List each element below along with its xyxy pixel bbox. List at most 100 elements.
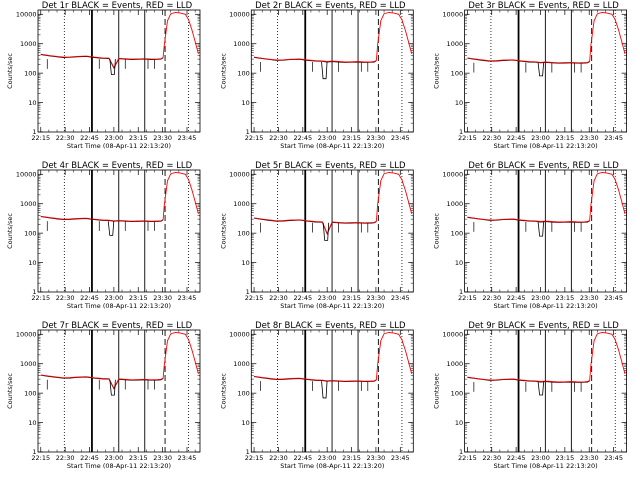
x-tick-label: 22:30: [482, 454, 501, 462]
series-lld-line: [467, 172, 626, 223]
x-tick-label: 23:00: [318, 294, 337, 302]
x-tick-label: 22:30: [269, 294, 288, 302]
panel-title: Det 2r BLACK = Events, RED = LLD: [255, 1, 406, 11]
x-tick-label: 22:45: [507, 454, 526, 462]
y-tick-label: 1000: [447, 200, 464, 208]
x-tick-label: 23:15: [555, 294, 574, 302]
x-tick-label: 22:15: [458, 454, 477, 462]
x-tick-label: 22:15: [458, 294, 477, 302]
y-tick-label: 10: [242, 259, 250, 267]
x-tick-label: 23:00: [318, 454, 337, 462]
x-tick-label: 23:15: [129, 294, 148, 302]
y-tick-label: 10: [455, 259, 463, 267]
x-tick-label: 23:45: [604, 134, 623, 142]
x-tick-label: 23:15: [129, 454, 148, 462]
y-tick-label: 100: [24, 229, 36, 237]
event-dip: [321, 61, 328, 80]
y-tick-label: 10000: [442, 170, 463, 178]
x-tick-label: 23:30: [153, 294, 172, 302]
x-tick-label: 23:45: [391, 454, 410, 462]
x-axis-label: Start Time (08-Apr-11 22:13:20): [280, 462, 384, 470]
y-tick-label: 1: [459, 448, 463, 456]
panel-det-8: Det 8r BLACK = Events, RED = LLD 1 10 100 10…: [219, 321, 414, 470]
x-tick-label: 22:45: [293, 294, 312, 302]
panel-det-9: Det 9r BLACK = Events, RED = LLD 1 10 100 10…: [433, 321, 628, 470]
x-tick-label: 23:15: [555, 454, 574, 462]
y-axis-label: Counts/sec: [6, 213, 14, 249]
y-tick-label: 10000: [229, 10, 250, 18]
x-tick-label: 23:30: [580, 454, 599, 462]
x-tick-label: 22:45: [80, 294, 99, 302]
y-tick-label: 100: [451, 389, 463, 397]
panel-title: Det 6r BLACK = Events, RED = LLD: [468, 161, 619, 171]
x-tick-label: 23:45: [178, 454, 197, 462]
y-axis-label: Counts/sec: [219, 53, 227, 89]
x-tick-label: 23:00: [531, 134, 550, 142]
event-dip: [107, 221, 115, 236]
y-tick-label: 1000: [20, 40, 37, 48]
y-tick-label: 1000: [447, 40, 464, 48]
panel-title: Det 5r BLACK = Events, RED = LLD: [255, 161, 406, 171]
x-tick-label: 23:45: [178, 134, 197, 142]
x-tick-label: 23:45: [178, 294, 197, 302]
x-tick-label: 23:15: [129, 134, 148, 142]
x-tick-label: 22:45: [80, 134, 99, 142]
y-axis-label: Counts/sec: [6, 373, 14, 409]
panel-det-3: Det 3r BLACK = Events, RED = LLD 1 10 100 10…: [433, 1, 628, 150]
x-tick-label: 23:30: [367, 134, 386, 142]
event-dip: [109, 379, 116, 396]
event-dip: [321, 381, 328, 399]
event-dip: [322, 222, 330, 241]
y-tick-label: 10: [28, 419, 36, 427]
series-lld-line: [40, 332, 199, 390]
x-tick-label: 22:15: [31, 134, 50, 142]
y-tick-label: 1000: [233, 40, 250, 48]
panel-title: Det 8r BLACK = Events, RED = LLD: [255, 321, 406, 331]
x-tick-label: 23:00: [318, 134, 337, 142]
x-tick-label: 22:30: [482, 294, 501, 302]
y-tick-label: 10000: [16, 330, 37, 338]
y-axis-label: Counts/sec: [219, 213, 227, 249]
series-lld-line: [254, 12, 413, 63]
x-tick-label: 23:45: [604, 294, 623, 302]
series-lld-line: [40, 12, 199, 69]
x-tick-label: 23:00: [105, 454, 124, 462]
panel-title: Det 3r BLACK = Events, RED = LLD: [468, 1, 619, 11]
y-tick-label: 1000: [20, 200, 37, 208]
x-axis-label: Start Time (08-Apr-11 22:13:20): [280, 142, 384, 150]
x-tick-label: 22:45: [507, 134, 526, 142]
y-tick-label: 1: [459, 128, 463, 136]
x-tick-label: 23:45: [604, 454, 623, 462]
x-tick-label: 23:00: [105, 294, 124, 302]
x-tick-label: 22:30: [269, 134, 288, 142]
x-tick-label: 22:15: [245, 294, 264, 302]
x-tick-label: 22:45: [80, 454, 99, 462]
y-tick-label: 100: [237, 229, 249, 237]
x-tick-label: 23:15: [555, 134, 574, 142]
panel-det-4: Det 4r BLACK = Events, RED = LLD 1 10 100 10…: [6, 161, 201, 310]
y-tick-label: 1000: [20, 360, 37, 368]
x-tick-label: 22:15: [31, 454, 50, 462]
y-tick-label: 10000: [16, 170, 37, 178]
x-tick-label: 23:15: [342, 294, 361, 302]
x-tick-label: 23:45: [391, 134, 410, 142]
x-tick-label: 23:15: [342, 454, 361, 462]
x-tick-label: 23:30: [367, 294, 386, 302]
panel-det-5: Det 5r BLACK = Events, RED = LLD 1 10 100 10…: [219, 161, 414, 310]
x-tick-label: 23:30: [580, 134, 599, 142]
x-tick-label: 23:30: [580, 294, 599, 302]
x-tick-label: 22:15: [245, 134, 264, 142]
x-axis-label: Start Time (08-Apr-11 22:13:20): [494, 302, 598, 310]
y-tick-label: 1000: [447, 360, 464, 368]
y-tick-label: 1: [459, 288, 463, 296]
y-tick-label: 10000: [229, 330, 250, 338]
y-tick-label: 1: [32, 288, 36, 296]
panel-det-6: Det 6r BLACK = Events, RED = LLD 1 10 100 10…: [433, 161, 628, 310]
event-dip: [537, 221, 545, 237]
y-tick-label: 10000: [442, 330, 463, 338]
x-axis-label: Start Time (08-Apr-11 22:13:20): [67, 302, 171, 310]
x-tick-label: 22:15: [31, 294, 50, 302]
x-axis-label: Start Time (08-Apr-11 22:13:20): [67, 462, 171, 470]
x-tick-label: 23:00: [531, 294, 550, 302]
y-axis-label: Counts/sec: [6, 53, 14, 89]
